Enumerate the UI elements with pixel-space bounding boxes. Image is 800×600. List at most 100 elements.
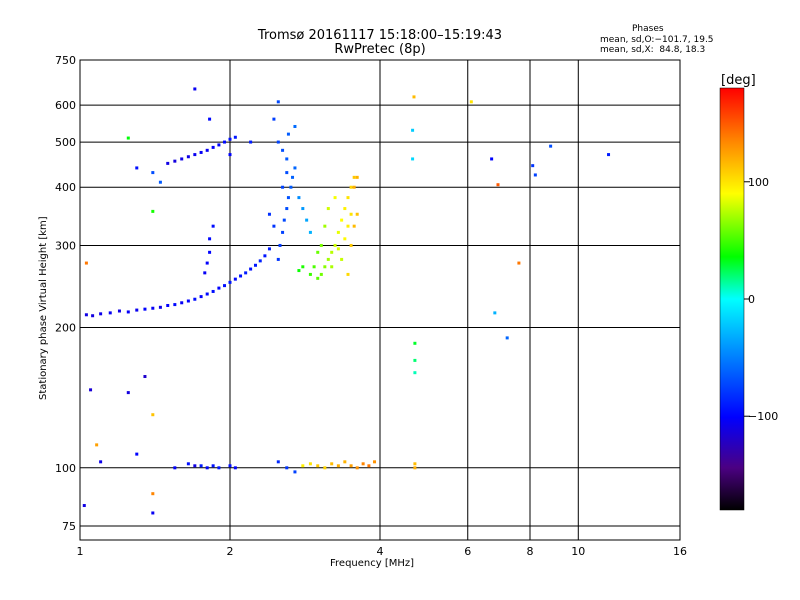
data-point	[205, 466, 209, 470]
data-point	[285, 171, 289, 175]
data-point	[228, 464, 232, 468]
data-point	[173, 466, 177, 470]
data-point	[95, 443, 99, 447]
data-point	[326, 257, 330, 261]
data-point	[413, 466, 417, 470]
data-point	[151, 413, 155, 417]
data-point	[91, 314, 95, 318]
data-point	[143, 307, 147, 311]
data-point	[346, 196, 350, 200]
data-point	[352, 224, 356, 228]
data-point	[193, 297, 197, 301]
data-point	[151, 492, 155, 496]
data-point	[293, 166, 297, 170]
data-point	[151, 209, 155, 213]
data-point	[373, 460, 377, 464]
data-point	[276, 100, 280, 104]
data-point	[158, 180, 162, 184]
y-tick-label: 400	[55, 181, 76, 194]
data-point	[305, 218, 309, 222]
data-point	[151, 171, 155, 175]
data-point	[308, 462, 312, 466]
colorbar-tick-label: −100	[748, 410, 778, 423]
data-point	[281, 230, 285, 234]
data-point	[411, 128, 415, 132]
data-point	[336, 464, 340, 468]
data-point	[319, 272, 323, 276]
data-point	[289, 185, 293, 189]
data-point	[281, 148, 285, 152]
data-point	[205, 292, 209, 296]
data-point	[549, 144, 553, 148]
data-point	[413, 341, 417, 345]
data-point	[301, 265, 305, 269]
data-point	[84, 313, 88, 317]
data-point	[211, 464, 215, 468]
data-point	[217, 143, 221, 147]
data-point	[330, 462, 334, 466]
data-point	[186, 462, 190, 466]
data-point	[326, 207, 330, 211]
colorbar-ticks: 100 0 −100	[744, 176, 778, 423]
data-point	[211, 224, 215, 228]
data-point	[352, 175, 356, 179]
y-tick-label: 100	[55, 462, 76, 475]
x-tick-label: 16	[673, 545, 687, 558]
data-point	[282, 218, 286, 222]
chart-subtitle: RwPretec (8p)	[334, 42, 426, 57]
data-point	[249, 140, 253, 144]
data-point	[301, 207, 305, 211]
data-point	[293, 124, 297, 128]
x-tick-label: 2	[227, 545, 234, 558]
x-tick-label: 6	[464, 545, 471, 558]
data-point	[151, 306, 155, 310]
data-point	[211, 145, 215, 149]
data-point	[82, 504, 86, 508]
data-point	[272, 224, 276, 228]
data-point	[505, 336, 509, 340]
data-point	[208, 117, 212, 121]
x-tick-label: 1	[77, 545, 84, 558]
data-point	[278, 243, 282, 247]
colorbar-tick-label: 100	[748, 176, 769, 189]
data-point	[135, 166, 139, 170]
data-point	[330, 250, 334, 254]
data-point	[352, 185, 356, 189]
data-point	[99, 312, 103, 316]
data-point	[233, 277, 237, 281]
data-point	[228, 280, 232, 284]
chart-title: Tromsø 20161117 15:18:00–15:19:43	[257, 28, 503, 43]
data-point	[349, 464, 353, 468]
colorbar	[719, 87, 745, 511]
phase-header: Phases	[632, 24, 664, 34]
data-point	[340, 218, 344, 222]
x-tick-label: 10	[571, 545, 585, 558]
data-point	[205, 148, 209, 152]
data-point	[258, 259, 262, 263]
data-point	[286, 196, 290, 200]
data-point	[193, 153, 197, 157]
data-point	[411, 157, 415, 161]
data-point	[607, 153, 611, 157]
data-point	[340, 257, 344, 261]
data-point	[126, 136, 130, 140]
phase-stat-x: mean, sd,X: 84.8, 18.3	[600, 45, 706, 55]
data-point	[143, 375, 147, 379]
y-tick-label: 75	[62, 520, 76, 533]
data-point	[308, 230, 312, 234]
data-point	[312, 265, 316, 269]
data-point	[291, 175, 295, 179]
data-point	[135, 308, 139, 312]
data-point	[333, 243, 337, 247]
data-point	[316, 276, 320, 280]
y-tick-label: 600	[55, 99, 76, 112]
data-point	[193, 464, 197, 468]
axis-ticks: 1 2 4 6 8 10 16 75 100 200 300 400 500 600 750	[55, 54, 687, 558]
data-point	[493, 311, 497, 315]
data-point	[166, 161, 170, 165]
data-point	[330, 265, 334, 269]
data-point	[316, 464, 320, 468]
data-point	[99, 460, 103, 464]
data-point	[239, 274, 243, 278]
data-point	[211, 289, 215, 293]
